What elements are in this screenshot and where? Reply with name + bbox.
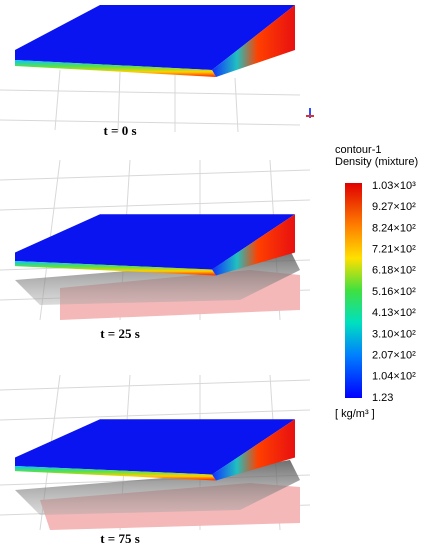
panel-3: t = 75 s [0, 374, 311, 546]
slab [15, 5, 295, 77]
grid [0, 69, 301, 133]
colorbar-subtitle: Density (mixture) [335, 156, 418, 168]
colorbar-tick-label: 9.27×10² [372, 201, 416, 213]
colorbar-tick-label: 6.18×10² [372, 265, 416, 277]
colorbar-unit: [ kg/m³ ] [335, 408, 375, 420]
colorbar-tick-label: 5.16×10² [372, 286, 416, 298]
colorbar-tick-label: 3.10×10² [372, 328, 416, 340]
colorbar-tick-label: 1.03×10³ [372, 180, 416, 192]
panel-1: t = 0 s [0, 5, 314, 138]
time-label: t = 25 s [100, 326, 140, 341]
time-label: t = 75 s [100, 531, 140, 546]
colorbar-tick-label: 1.23 [372, 392, 393, 404]
axis-triad [306, 108, 314, 118]
colorbar-tick-label: 8.24×10² [372, 222, 416, 234]
colorbar-tick-label: 2.07×10² [372, 350, 416, 362]
time-label: t = 0 s [103, 123, 136, 138]
colorbar: contour-1 Density (mixture) 1.03×10³ 9.27… [335, 144, 418, 420]
colorbar-title: contour-1 [335, 144, 381, 156]
colorbar-tick-label: 7.21×10² [372, 244, 416, 256]
colorbar-tick-label: 1.04×10² [372, 371, 416, 383]
panel-2: t = 25 s [0, 159, 311, 341]
colorbar-scale [345, 183, 362, 398]
colorbar-tick-label: 4.13×10² [372, 307, 416, 319]
